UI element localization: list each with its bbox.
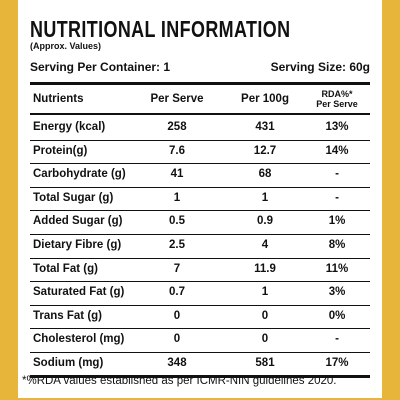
row-rule	[30, 234, 370, 235]
cell-value: 17%	[325, 357, 349, 369]
nutrient-label: Sodium (mg)	[33, 357, 104, 369]
cell-value: 431	[255, 121, 275, 133]
cell-value: 68	[258, 168, 272, 181]
cell-value: 3%	[328, 286, 346, 299]
cell-value: 14%	[325, 144, 349, 157]
title: NUTRITIONAL INFORMATION	[30, 16, 291, 42]
cell-value: 7.6	[169, 144, 185, 157]
cell-value: 7	[173, 262, 181, 275]
row-rule	[30, 257, 370, 259]
cell-value: 0	[173, 333, 181, 346]
rule	[30, 82, 370, 85]
cell-value: 0	[261, 333, 269, 346]
cell-value: 258	[167, 121, 187, 133]
cell-value: -	[335, 191, 339, 204]
cell-value: 11.9	[254, 262, 276, 275]
column-header: Per 100g	[241, 93, 289, 105]
cell-value: 0	[173, 309, 181, 322]
cell-value: 12.7	[253, 144, 277, 157]
row-rule	[30, 374, 370, 378]
column-header: Per Serve	[150, 93, 204, 105]
row-rule	[30, 281, 370, 283]
cell-value: 41	[170, 168, 184, 181]
row-rule	[30, 210, 370, 212]
column-header: Per Serve	[316, 99, 358, 109]
nutrient-label: Saturated Fat (g)	[33, 286, 125, 299]
column-header: Nutrients	[33, 93, 84, 105]
cell-value: 1	[261, 286, 269, 299]
column-header: RDA%*	[321, 89, 353, 99]
cell-value: 0.5	[169, 215, 185, 228]
cell-value: 8%	[328, 239, 346, 251]
nutrient-label: Dietary Fibre (g)	[33, 239, 122, 251]
cell-value: 0	[261, 309, 269, 322]
nutrient-label: Carbohydrate (g)	[33, 168, 126, 181]
row-rule	[30, 163, 370, 165]
row-rule	[30, 139, 370, 141]
cell-value: 0.9	[257, 215, 273, 228]
cell-value: 0%	[328, 309, 346, 322]
serving-size: Serving Size: 60g	[270, 60, 370, 74]
row-rule	[30, 352, 370, 353]
nutrient-label: Total Sugar (g)	[33, 191, 114, 204]
row-rule	[30, 186, 370, 188]
subtitle: (Approx. Values)	[30, 41, 102, 51]
cell-value: 1	[173, 191, 181, 204]
nutrient-label: Total Fat (g)	[33, 262, 98, 275]
nutrient-label: Protein(g)	[33, 144, 88, 157]
cell-value: 0.7	[169, 286, 185, 299]
nutrient-label: Cholesterol (mg)	[33, 333, 125, 346]
cell-value: 581	[255, 357, 275, 369]
cell-value: -	[335, 333, 339, 346]
serving-per-container: Serving Per Container: 1	[30, 60, 171, 74]
cell-value: 1%	[328, 215, 346, 228]
nutrient-label: Trans Fat (g)	[33, 309, 103, 322]
nutrient-label: Energy (kcal)	[33, 121, 106, 133]
cell-value: 1	[261, 191, 269, 204]
cell-value: 4	[261, 239, 269, 251]
row-rule	[30, 304, 370, 306]
cell-value: 11%	[325, 262, 349, 275]
panel: NUTRITIONAL INFORMATION (Approx. Values)…	[18, 0, 382, 398]
cell-value: 348	[167, 357, 187, 369]
cell-value: -	[335, 168, 339, 181]
nutrient-label: Added Sugar (g)	[33, 215, 123, 228]
cell-value: 2.5	[169, 239, 185, 251]
cell-value: 13%	[325, 121, 349, 133]
row-rule	[30, 328, 370, 330]
rule	[30, 113, 370, 115]
footnote: *%RDA values established as per ICMR-NIN…	[22, 375, 337, 387]
